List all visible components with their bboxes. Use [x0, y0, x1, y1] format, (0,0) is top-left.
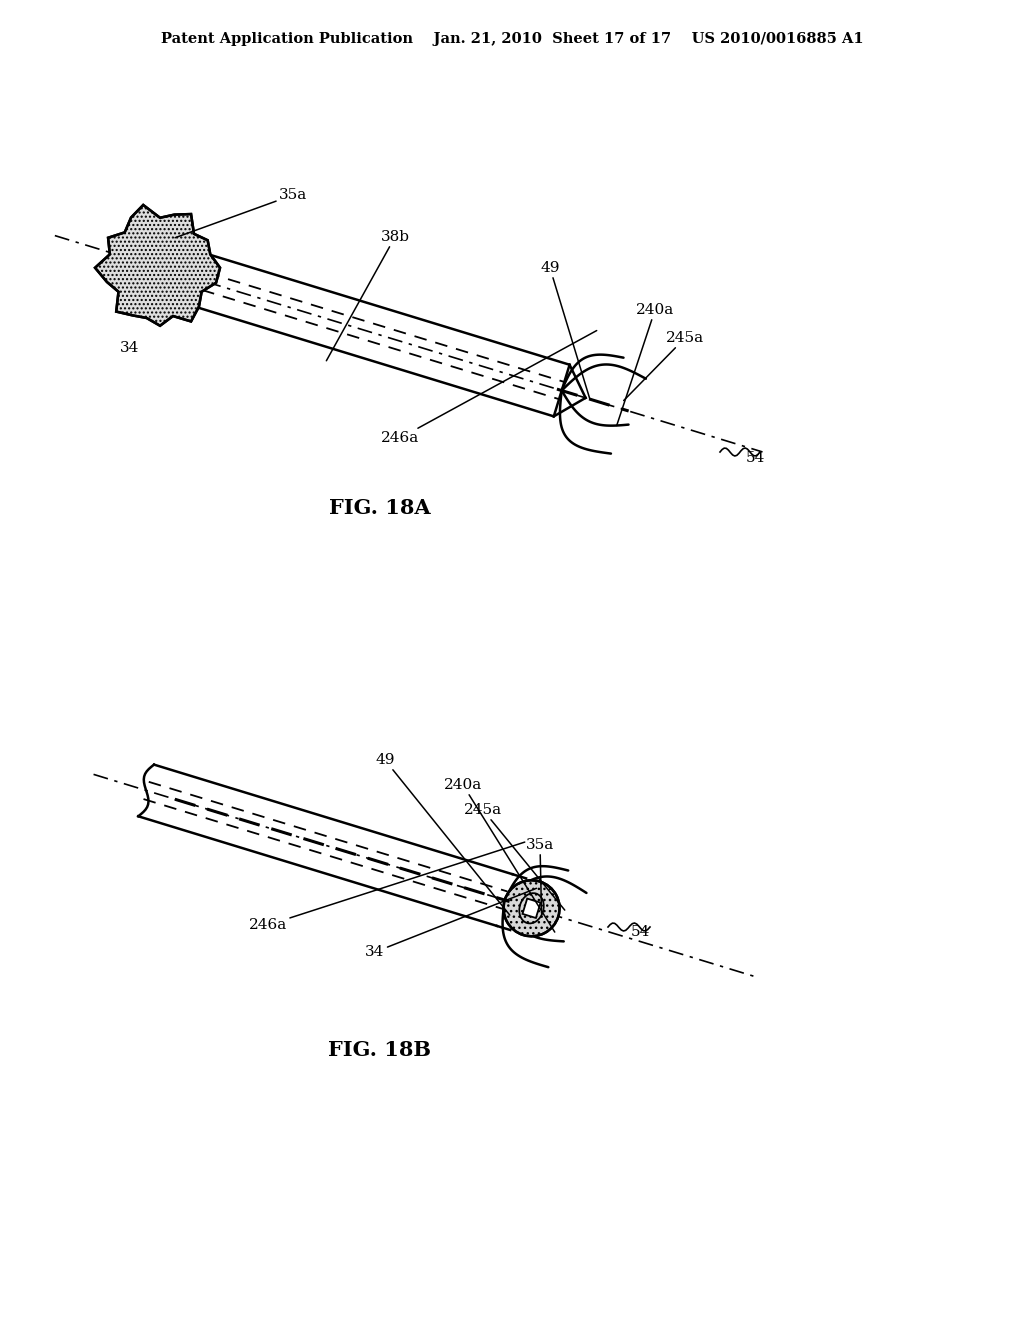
- Text: 240a: 240a: [443, 777, 555, 932]
- Ellipse shape: [504, 880, 559, 936]
- Text: 54: 54: [745, 451, 765, 465]
- Text: 246a: 246a: [381, 330, 597, 445]
- Text: Patent Application Publication    Jan. 21, 2010  Sheet 17 of 17    US 2010/00168: Patent Application Publication Jan. 21, …: [161, 32, 863, 46]
- Text: 49: 49: [375, 752, 510, 915]
- Text: 245a: 245a: [624, 331, 705, 400]
- Text: 245a: 245a: [464, 803, 565, 909]
- Text: FIG. 18A: FIG. 18A: [329, 498, 431, 517]
- Text: 54: 54: [631, 925, 649, 939]
- Text: FIG. 18B: FIG. 18B: [329, 1040, 431, 1060]
- Polygon shape: [95, 205, 220, 326]
- Text: 34: 34: [366, 888, 537, 960]
- Polygon shape: [522, 899, 541, 917]
- Text: 35a: 35a: [175, 187, 307, 238]
- Text: 34: 34: [120, 341, 139, 355]
- Text: 240a: 240a: [616, 304, 674, 425]
- Text: 35a: 35a: [526, 838, 554, 913]
- Text: 246a: 246a: [249, 842, 524, 932]
- Text: 49: 49: [541, 261, 590, 399]
- Text: 38b: 38b: [327, 230, 410, 360]
